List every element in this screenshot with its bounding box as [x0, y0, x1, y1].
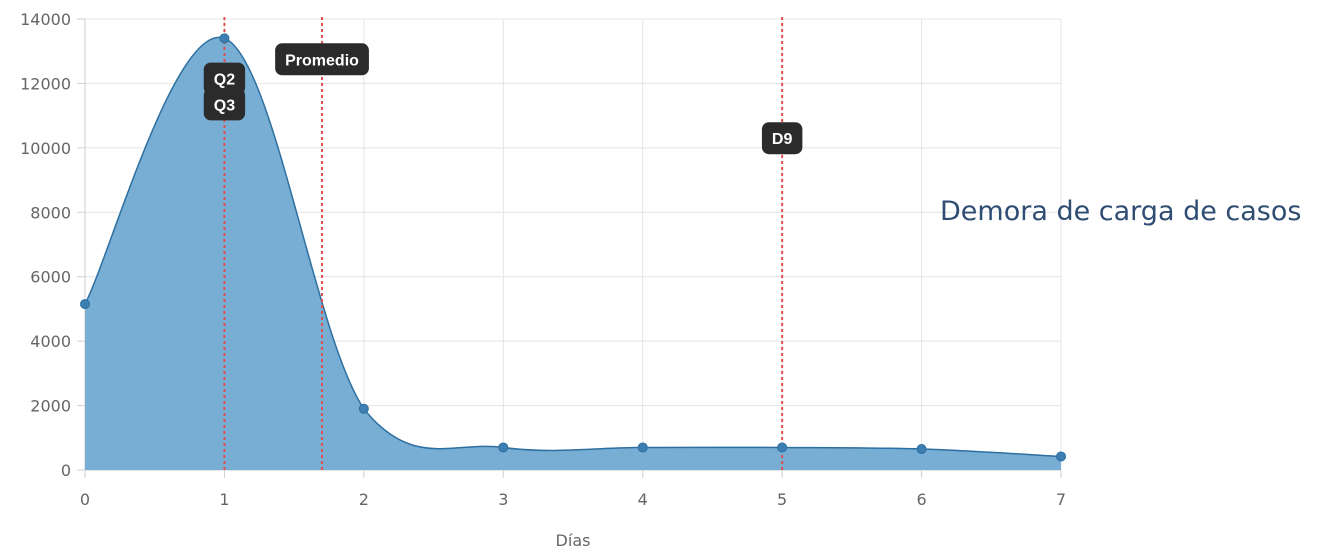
- data-point: [80, 299, 90, 310]
- area-fill: [85, 37, 1061, 470]
- y-tick-label: 8000: [30, 203, 71, 222]
- series-line: [84, 36, 1062, 458]
- y-axis-ticks: 0 2000 4000 6000 8000 10000 12000 14000: [20, 10, 85, 480]
- annotation-label: Promedio: [285, 52, 359, 69]
- data-point: [358, 403, 369, 414]
- y-tick-label: 10000: [20, 139, 71, 158]
- annotation-label: D9: [772, 131, 793, 148]
- x-tick-label: 1: [219, 490, 229, 509]
- x-tick-label: 6: [916, 490, 926, 509]
- y-tick-label: 14000: [20, 10, 71, 29]
- annotation-label: Q3: [214, 97, 235, 114]
- data-point: [498, 442, 509, 453]
- annotation-badge: [275, 43, 369, 76]
- x-tick-label: 7: [1056, 490, 1066, 509]
- annotation-badge: [203, 88, 246, 121]
- x-tick-label: 0: [80, 490, 90, 509]
- x-tick-label: 4: [638, 490, 648, 509]
- data-point: [637, 442, 648, 453]
- annotation-badge: [203, 62, 246, 95]
- side-title: Demora de carga de casos: [940, 196, 1302, 227]
- y-tick-label: 0: [61, 461, 71, 480]
- y-tick-label: 4000: [30, 332, 71, 351]
- y-tick-label: 6000: [30, 268, 71, 287]
- data-point: [219, 33, 230, 44]
- data-point: [916, 444, 927, 455]
- annotation-label: Q2: [214, 72, 235, 89]
- x-tick-label: 3: [498, 490, 508, 509]
- annotations: Q2 Q3 Promedio D9: [203, 43, 803, 155]
- x-tick-label: 2: [359, 490, 369, 509]
- y-tick-label: 12000: [20, 74, 71, 93]
- x-axis-title: Días: [556, 531, 591, 550]
- data-point: [777, 442, 788, 453]
- x-axis-ticks: 0 1 2 3 4 5 6 7: [80, 470, 1066, 509]
- area-series: [84, 36, 1062, 470]
- x-tick-label: 5: [777, 490, 787, 509]
- annotation-badge: [761, 122, 803, 155]
- data-points: [80, 33, 1066, 462]
- data-point: [1056, 451, 1066, 462]
- y-tick-label: 2000: [30, 397, 71, 416]
